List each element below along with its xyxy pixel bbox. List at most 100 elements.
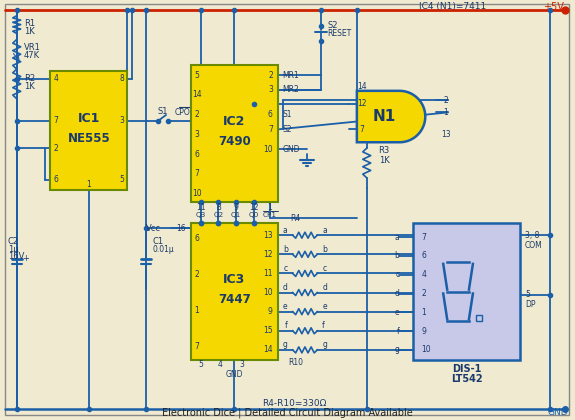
Text: c: c bbox=[395, 270, 400, 279]
Text: g: g bbox=[283, 341, 288, 349]
Text: 0.01μ: 0.01μ bbox=[152, 244, 174, 254]
Text: 4: 4 bbox=[421, 270, 426, 279]
Text: LT542: LT542 bbox=[451, 373, 482, 383]
Text: N1: N1 bbox=[372, 109, 396, 124]
Text: Vcc: Vcc bbox=[146, 224, 161, 233]
Text: d: d bbox=[283, 283, 288, 292]
Text: 7: 7 bbox=[194, 342, 199, 352]
Text: NE555: NE555 bbox=[67, 132, 110, 145]
Text: g: g bbox=[394, 345, 400, 354]
Text: 14: 14 bbox=[357, 82, 367, 92]
Text: 2: 2 bbox=[421, 289, 426, 298]
Text: 6: 6 bbox=[268, 110, 273, 119]
Text: 5: 5 bbox=[119, 175, 124, 184]
Text: MR2: MR2 bbox=[283, 85, 300, 94]
Text: GND: GND bbox=[548, 408, 568, 417]
Text: 6: 6 bbox=[421, 252, 426, 260]
Text: 6: 6 bbox=[194, 150, 199, 159]
Bar bbox=[51, 71, 128, 190]
Text: 6: 6 bbox=[54, 175, 59, 184]
Text: CP1: CP1 bbox=[263, 213, 277, 218]
Text: 13: 13 bbox=[263, 231, 273, 240]
Text: MR1: MR1 bbox=[283, 71, 300, 79]
Text: 10: 10 bbox=[192, 189, 201, 198]
Text: 7: 7 bbox=[194, 169, 199, 178]
Text: VR1: VR1 bbox=[24, 43, 40, 52]
Text: C1: C1 bbox=[152, 236, 163, 246]
Text: 10: 10 bbox=[263, 144, 273, 154]
Text: 1K: 1K bbox=[24, 82, 34, 92]
Text: +: + bbox=[22, 255, 29, 263]
Text: 3, 8: 3, 8 bbox=[525, 231, 539, 240]
Text: C2: C2 bbox=[8, 236, 19, 246]
Text: 8: 8 bbox=[216, 203, 221, 212]
Text: 3: 3 bbox=[194, 130, 199, 139]
Text: 13: 13 bbox=[441, 130, 451, 139]
Text: 9: 9 bbox=[234, 203, 239, 212]
Text: R2: R2 bbox=[24, 74, 34, 84]
Text: R1: R1 bbox=[24, 19, 34, 28]
Text: Q0: Q0 bbox=[249, 213, 259, 218]
Text: 1: 1 bbox=[443, 108, 448, 117]
Text: 15: 15 bbox=[263, 326, 273, 335]
Text: 5: 5 bbox=[198, 360, 203, 369]
Text: b: b bbox=[394, 252, 400, 260]
Text: 2: 2 bbox=[194, 110, 199, 119]
Text: IC4 (N1)=7411: IC4 (N1)=7411 bbox=[419, 2, 486, 11]
Text: R4: R4 bbox=[290, 214, 301, 223]
Text: 12: 12 bbox=[357, 99, 366, 108]
Text: c: c bbox=[322, 264, 327, 273]
Text: 2: 2 bbox=[443, 96, 448, 105]
Text: IC3: IC3 bbox=[223, 273, 246, 286]
Text: 2: 2 bbox=[268, 71, 273, 79]
Text: f: f bbox=[285, 321, 288, 331]
Text: DIS-1: DIS-1 bbox=[452, 364, 481, 374]
Text: R10: R10 bbox=[288, 358, 303, 367]
Text: e: e bbox=[283, 302, 288, 311]
Text: 11: 11 bbox=[196, 203, 205, 212]
Text: S1: S1 bbox=[283, 110, 292, 119]
Text: S1: S1 bbox=[158, 107, 168, 116]
Text: Q1: Q1 bbox=[231, 213, 241, 218]
Text: a: a bbox=[322, 226, 327, 235]
Text: 14: 14 bbox=[192, 90, 201, 99]
Text: 1K: 1K bbox=[24, 27, 34, 36]
Text: +5V: +5V bbox=[543, 2, 564, 12]
Text: 1K: 1K bbox=[378, 155, 389, 165]
Polygon shape bbox=[357, 91, 426, 142]
Text: 4: 4 bbox=[54, 74, 59, 84]
Text: 11: 11 bbox=[263, 269, 273, 278]
Text: 7: 7 bbox=[359, 125, 364, 134]
Text: 47K: 47K bbox=[24, 51, 40, 60]
Text: f: f bbox=[322, 321, 325, 331]
Text: GND: GND bbox=[283, 144, 300, 154]
Text: 12: 12 bbox=[263, 250, 273, 259]
Text: 6: 6 bbox=[194, 234, 199, 243]
Text: 1: 1 bbox=[86, 180, 91, 189]
Text: S2: S2 bbox=[283, 125, 292, 134]
Text: 7: 7 bbox=[268, 125, 273, 134]
Text: g: g bbox=[322, 341, 327, 349]
Text: 3: 3 bbox=[119, 116, 124, 126]
Text: 7: 7 bbox=[54, 116, 59, 126]
Text: 9: 9 bbox=[268, 307, 273, 316]
Text: Electronic Dice | Detailed Circuit Diagram Available: Electronic Dice | Detailed Circuit Diagr… bbox=[162, 408, 412, 418]
Text: 14: 14 bbox=[263, 345, 273, 354]
Text: 1: 1 bbox=[194, 306, 199, 315]
Text: d: d bbox=[394, 289, 400, 298]
Bar bbox=[191, 65, 278, 202]
Text: CPO: CPO bbox=[175, 108, 191, 118]
Text: d: d bbox=[322, 283, 327, 292]
Text: IC2: IC2 bbox=[223, 115, 246, 128]
Text: 5: 5 bbox=[194, 71, 199, 79]
Text: 7490: 7490 bbox=[218, 135, 251, 148]
Text: COM: COM bbox=[525, 241, 543, 249]
Text: b: b bbox=[283, 245, 288, 254]
Text: R3: R3 bbox=[378, 146, 390, 155]
Text: f: f bbox=[397, 327, 400, 336]
Text: GND: GND bbox=[225, 370, 243, 379]
Text: c: c bbox=[283, 264, 288, 273]
Text: 16V: 16V bbox=[8, 252, 24, 262]
Text: 1: 1 bbox=[267, 203, 272, 212]
Text: a: a bbox=[394, 233, 400, 241]
